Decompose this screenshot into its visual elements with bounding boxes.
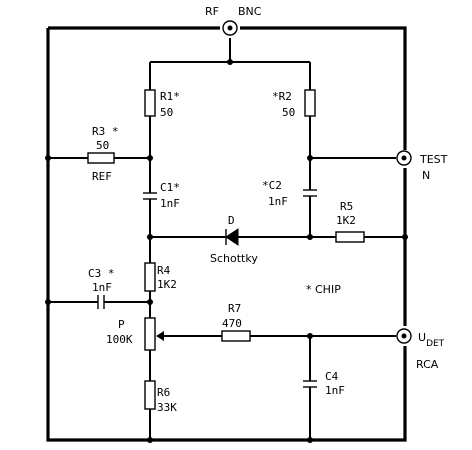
r6-resistor (144, 380, 156, 410)
r1-resistor (144, 89, 156, 117)
schottky-diode (225, 228, 239, 246)
r1-value: 50 (160, 106, 173, 119)
r2-value: 50 (282, 106, 295, 119)
c1-value: 1nF (160, 197, 180, 210)
junction-dot (147, 437, 153, 443)
junction-dot (402, 234, 408, 240)
junction-dot (227, 59, 233, 65)
rf-label: RF (205, 5, 219, 18)
test-label: TEST (419, 153, 448, 166)
r4-name: R4 (157, 264, 171, 277)
bnc-label: BNC (238, 5, 262, 18)
enclosure-frame (46, 26, 407, 442)
r6-value: 33K (157, 401, 177, 414)
r2-resistor (304, 89, 316, 117)
test-n-connector (396, 150, 412, 166)
r3-name: R3 * (92, 125, 119, 138)
r6-name: R6 (157, 386, 170, 399)
c3-name: C3 * (88, 267, 115, 280)
c1-capacitor (143, 192, 157, 200)
r5-resistor (335, 231, 365, 243)
c2-value: 1nF (268, 195, 288, 208)
r2-name: *R2 (272, 90, 292, 103)
n-label: N (422, 169, 430, 182)
udet-label: UDET (418, 331, 445, 349)
wiper-arrow (156, 331, 164, 341)
c4-name: C4 (325, 370, 339, 383)
rca-label: RCA (416, 358, 439, 371)
c1-name: C1* (160, 181, 180, 194)
c3-value: 1nF (92, 281, 112, 294)
r7-value: 470 (222, 317, 242, 330)
junction-dot (45, 299, 51, 305)
junction-dot (147, 299, 153, 305)
d-name: D (228, 214, 235, 227)
r4-value: 1K2 (157, 278, 177, 291)
c4-capacitor (303, 380, 317, 388)
c3-capacitor (97, 295, 105, 309)
p-name: P (118, 318, 125, 331)
chip-legend: * CHIP (306, 283, 341, 296)
c4-value: 1nF (325, 384, 345, 397)
r3-resistor (87, 152, 115, 164)
p-value: 100K (106, 333, 133, 346)
rf-bnc-connector (222, 20, 238, 62)
d-type: Schottky (210, 252, 258, 265)
r4-resistor (144, 262, 156, 292)
r3-note: REF (92, 170, 112, 183)
r3-value: 50 (96, 139, 109, 152)
r7-resistor (221, 330, 251, 342)
p-potentiometer (144, 317, 156, 351)
junction-dot (307, 437, 313, 443)
udet-rca-connector (396, 328, 412, 344)
junction-dot (45, 155, 51, 161)
r7-name: R7 (228, 302, 241, 315)
r1-name: R1* (160, 90, 180, 103)
c2-name: *C2 (262, 179, 282, 192)
r5-name: R5 (340, 200, 353, 213)
r5-value: 1K2 (336, 214, 356, 227)
c2-capacitor (303, 189, 317, 197)
